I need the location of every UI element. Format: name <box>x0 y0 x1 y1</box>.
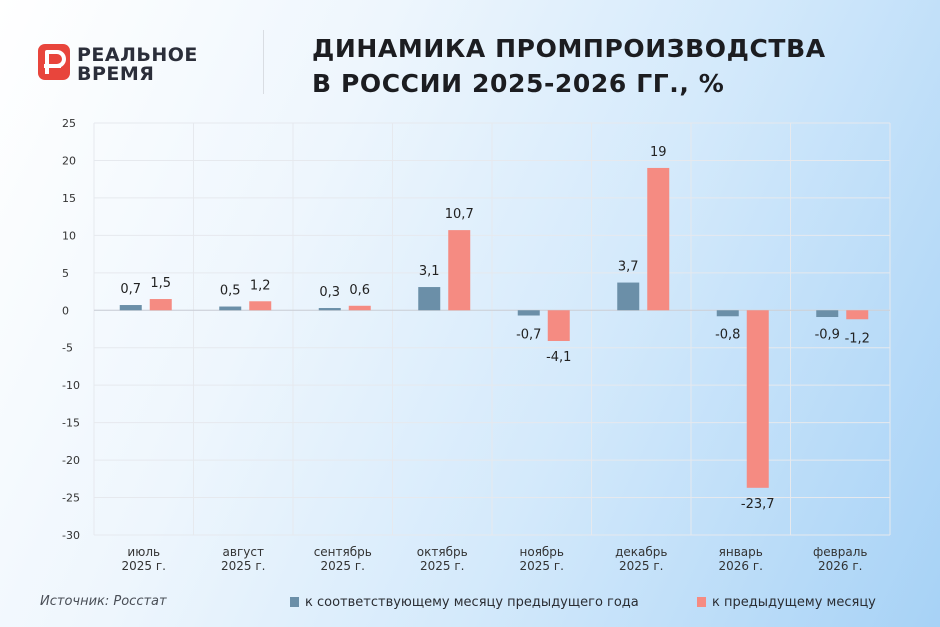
bar-mom <box>746 310 769 488</box>
y-tick-label: -15 <box>62 417 80 430</box>
source-note: Источник: Росстат <box>40 594 167 609</box>
logo-text-line2: ВРЕМЯ <box>77 63 155 85</box>
data-label-mom: 1,2 <box>250 278 271 293</box>
y-tick-label: -10 <box>62 379 80 392</box>
legend-label-yoy: к соответствующему месяцу предыдущего го… <box>305 595 639 610</box>
y-tick-label: 15 <box>62 192 76 205</box>
legend-item-mom: к предыдущему месяцу <box>697 595 876 610</box>
y-tick-label: -25 <box>62 492 80 505</box>
bar-mom <box>846 310 869 320</box>
x-tick-label: 2026 г. <box>719 559 763 573</box>
y-tick-label: -30 <box>62 529 80 542</box>
data-label-mom: 0,6 <box>349 283 370 298</box>
y-tick-label: 0 <box>62 304 69 317</box>
bar-mom <box>249 301 272 311</box>
legend-swatch-yoy <box>290 597 299 607</box>
data-label-yoy: 0,7 <box>120 282 141 297</box>
bar-mom <box>647 167 670 311</box>
x-tick-label: сентябрь <box>314 545 372 559</box>
bar-yoy <box>318 308 341 311</box>
header-divider <box>263 30 264 94</box>
chart-title-line1: ДИНАМИКА ПРОМПРОИЗВОДСТВА <box>312 34 826 63</box>
x-tick-label: январь <box>719 545 763 559</box>
data-label-mom: -23,7 <box>741 497 775 512</box>
x-tick-label: 2025 г. <box>520 559 564 573</box>
legend-item-yoy: к соответствующему месяцу предыдущего го… <box>290 595 639 610</box>
bar-mom <box>547 310 570 341</box>
x-tick-label: июль <box>127 545 160 559</box>
logo-text-line1: РЕАЛЬНОЕ <box>77 44 198 66</box>
data-label-yoy: -0,9 <box>815 327 840 342</box>
bar-yoy <box>517 310 540 316</box>
bar-yoy <box>716 310 739 317</box>
bar-yoy <box>418 287 441 311</box>
y-tick-label: 5 <box>62 267 69 280</box>
bar-yoy <box>219 306 242 311</box>
chart-title-line2: В РОССИИ 2025-2026 ГГ., % <box>312 69 725 98</box>
y-tick-label: 25 <box>62 117 76 130</box>
y-tick-label: -5 <box>62 342 73 355</box>
x-tick-label: февраль <box>813 545 867 559</box>
bar-mom <box>348 305 371 311</box>
data-label-mom: 10,7 <box>445 207 474 222</box>
x-tick-label: октябрь <box>417 545 468 559</box>
legend-label-mom: к предыдущему месяцу <box>712 595 876 610</box>
bar-yoy <box>119 305 142 311</box>
bar-mom <box>149 299 172 311</box>
y-tick-label: 20 <box>62 154 76 167</box>
x-tick-label: 2025 г. <box>221 559 265 573</box>
logo: РЕАЛЬНОЕ ВРЕМЯ <box>38 44 213 94</box>
data-label-mom: 1,5 <box>150 276 171 291</box>
x-tick-label: ноябрь <box>520 545 565 559</box>
bar-mom <box>448 230 471 311</box>
bar-yoy <box>816 310 839 318</box>
legend-swatch-mom <box>697 597 706 607</box>
data-label-mom: -4,1 <box>546 350 571 365</box>
x-tick-label: 2025 г. <box>122 559 166 573</box>
data-label-yoy: 3,7 <box>618 260 639 275</box>
logo-mark-icon <box>38 44 70 80</box>
x-tick-label: 2025 г. <box>420 559 464 573</box>
data-label-yoy: 0,3 <box>319 285 340 300</box>
data-label-mom: -1,2 <box>845 331 870 346</box>
data-label-yoy: -0,7 <box>516 327 541 342</box>
x-tick-label: август <box>223 545 264 559</box>
data-label-yoy: 0,5 <box>220 284 241 299</box>
x-tick-label: декабрь <box>615 545 667 559</box>
data-label-yoy: -0,8 <box>715 327 740 342</box>
y-tick-label: -20 <box>62 454 80 467</box>
data-label-mom: 19 <box>650 145 667 160</box>
data-label-yoy: 3,1 <box>419 264 440 279</box>
x-tick-label: 2025 г. <box>321 559 365 573</box>
bar-yoy <box>617 282 640 311</box>
x-tick-label: 2026 г. <box>818 559 862 573</box>
x-tick-label: 2025 г. <box>619 559 663 573</box>
y-tick-label: 10 <box>62 229 76 242</box>
